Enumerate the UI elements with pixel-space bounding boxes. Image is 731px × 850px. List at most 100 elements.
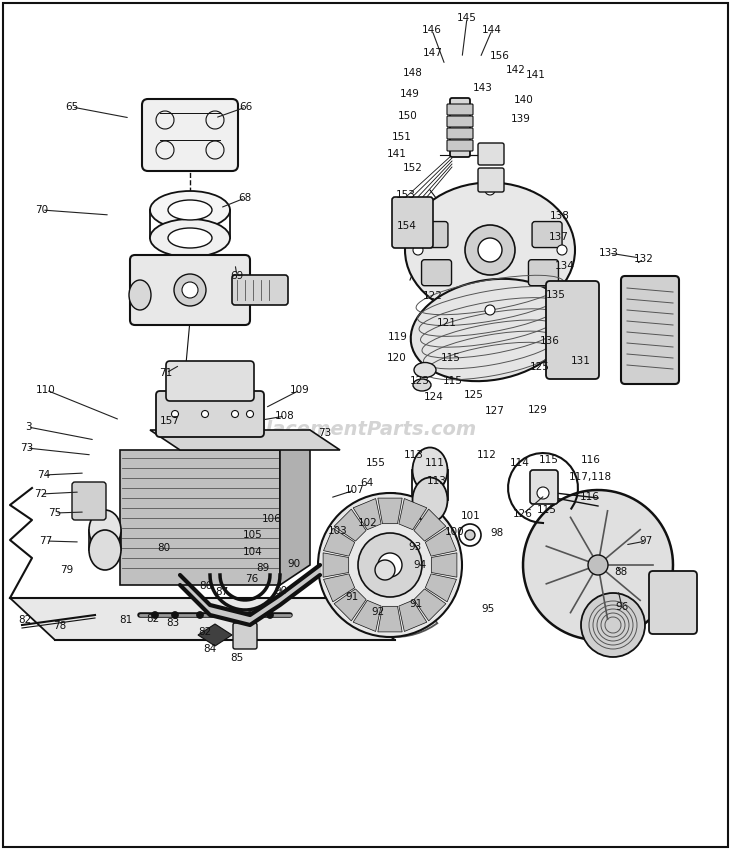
Text: 89: 89 (257, 563, 270, 573)
Text: 134: 134 (555, 261, 575, 271)
Circle shape (358, 533, 422, 597)
Circle shape (246, 611, 254, 619)
Text: 111: 111 (425, 458, 445, 468)
Polygon shape (425, 528, 456, 556)
Circle shape (581, 593, 645, 657)
Polygon shape (324, 574, 355, 602)
Text: 90: 90 (274, 586, 287, 596)
FancyBboxPatch shape (142, 99, 238, 171)
Circle shape (478, 238, 502, 262)
FancyBboxPatch shape (649, 571, 697, 634)
Text: 112: 112 (477, 450, 497, 460)
FancyBboxPatch shape (532, 222, 562, 247)
Polygon shape (334, 509, 366, 541)
Text: 155: 155 (366, 458, 386, 468)
Text: 73: 73 (319, 428, 332, 438)
Ellipse shape (150, 219, 230, 257)
Circle shape (151, 611, 159, 619)
Text: 132: 132 (634, 254, 654, 264)
Text: 72: 72 (34, 489, 48, 499)
Text: 153: 153 (396, 190, 416, 200)
Text: 84: 84 (203, 644, 216, 654)
Text: 105: 105 (243, 530, 263, 540)
Text: 131: 131 (571, 356, 591, 366)
Text: 80: 80 (157, 543, 170, 553)
Polygon shape (323, 552, 349, 577)
Text: 115: 115 (441, 353, 461, 363)
Text: 113: 113 (427, 476, 447, 486)
Text: 127: 127 (485, 406, 505, 416)
FancyBboxPatch shape (621, 276, 679, 384)
Text: 3: 3 (25, 422, 31, 432)
Text: 143: 143 (473, 83, 493, 93)
Polygon shape (120, 450, 280, 585)
Circle shape (537, 487, 549, 499)
Text: 88: 88 (614, 567, 628, 577)
Text: 117,118: 117,118 (569, 472, 612, 482)
Text: 98: 98 (491, 528, 504, 538)
Circle shape (182, 282, 198, 298)
Ellipse shape (168, 228, 212, 248)
Text: 81: 81 (119, 615, 132, 625)
Text: 108: 108 (275, 411, 295, 421)
Text: 95: 95 (482, 604, 495, 614)
Circle shape (197, 611, 203, 619)
Text: 152: 152 (403, 163, 423, 173)
Polygon shape (399, 600, 427, 632)
Text: 70: 70 (35, 205, 48, 215)
FancyBboxPatch shape (529, 260, 558, 286)
Text: 148: 148 (403, 68, 423, 78)
Circle shape (221, 611, 229, 619)
Ellipse shape (412, 478, 447, 523)
FancyBboxPatch shape (530, 470, 558, 504)
Text: 119: 119 (388, 332, 408, 342)
FancyBboxPatch shape (546, 281, 599, 379)
Text: 87: 87 (216, 587, 229, 597)
Text: 115: 115 (443, 376, 463, 386)
Ellipse shape (375, 560, 395, 580)
FancyBboxPatch shape (72, 482, 106, 520)
Text: 150: 150 (398, 111, 418, 121)
Circle shape (413, 245, 423, 255)
Ellipse shape (89, 530, 121, 570)
Text: 103: 103 (328, 526, 348, 536)
Ellipse shape (89, 510, 121, 550)
Text: 116: 116 (581, 455, 601, 465)
Circle shape (588, 555, 608, 575)
Text: 116: 116 (580, 492, 600, 502)
Polygon shape (399, 499, 427, 530)
Text: 96: 96 (616, 602, 629, 612)
Ellipse shape (405, 183, 575, 318)
Circle shape (267, 611, 273, 619)
Text: 78: 78 (53, 621, 67, 631)
Text: 113: 113 (404, 450, 424, 460)
FancyBboxPatch shape (166, 361, 254, 401)
Polygon shape (198, 624, 232, 646)
Circle shape (172, 611, 178, 619)
Text: 142: 142 (506, 65, 526, 75)
Circle shape (318, 493, 462, 637)
Text: 74: 74 (37, 470, 50, 480)
Text: 69: 69 (230, 271, 243, 281)
Text: 115: 115 (539, 455, 559, 465)
Text: 82: 82 (18, 615, 31, 625)
Circle shape (172, 411, 178, 417)
Circle shape (202, 411, 208, 417)
Text: 65: 65 (65, 102, 79, 112)
Text: 151: 151 (392, 132, 412, 142)
Polygon shape (324, 528, 355, 556)
Text: 91: 91 (345, 592, 359, 602)
Text: 109: 109 (290, 385, 310, 395)
FancyBboxPatch shape (478, 168, 504, 192)
Text: 104: 104 (243, 547, 263, 557)
Polygon shape (414, 589, 446, 620)
Polygon shape (378, 498, 402, 524)
FancyBboxPatch shape (392, 197, 433, 248)
Text: 77: 77 (39, 536, 53, 546)
Text: 147: 147 (423, 48, 443, 58)
Ellipse shape (150, 191, 230, 229)
Ellipse shape (412, 447, 447, 492)
Text: 76: 76 (246, 574, 259, 584)
Text: 82: 82 (198, 627, 212, 637)
Text: 139: 139 (511, 114, 531, 124)
